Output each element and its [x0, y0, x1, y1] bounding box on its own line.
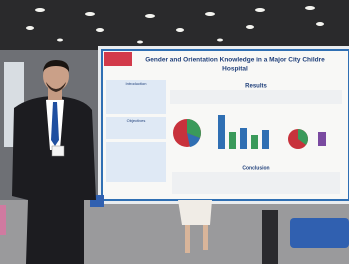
bag: [0, 205, 6, 235]
section-heading: Results: [245, 84, 267, 90]
chair: [290, 218, 349, 248]
logo: [104, 52, 132, 66]
ceiling: [0, 0, 349, 50]
leg: [203, 225, 208, 250]
page: Gender and Orientation Knowledge in a Ma…: [0, 0, 349, 264]
section-heading: Objectives: [127, 118, 146, 123]
section-heading: Conclusion: [242, 165, 269, 171]
leg: [185, 225, 190, 253]
poster-title: Gender and Orientation Knowledge in a Ma…: [145, 57, 325, 64]
person-legs: [178, 200, 212, 225]
text-block: [172, 172, 340, 194]
section-box: [106, 142, 166, 182]
poster-title: Hospital: [222, 66, 248, 73]
text-block: [170, 90, 342, 104]
person-legs: [262, 210, 278, 264]
photo: Gender and Orientation Knowledge in a Ma…: [0, 0, 349, 264]
section-heading: Introduction: [126, 81, 147, 86]
bar: [318, 132, 326, 146]
